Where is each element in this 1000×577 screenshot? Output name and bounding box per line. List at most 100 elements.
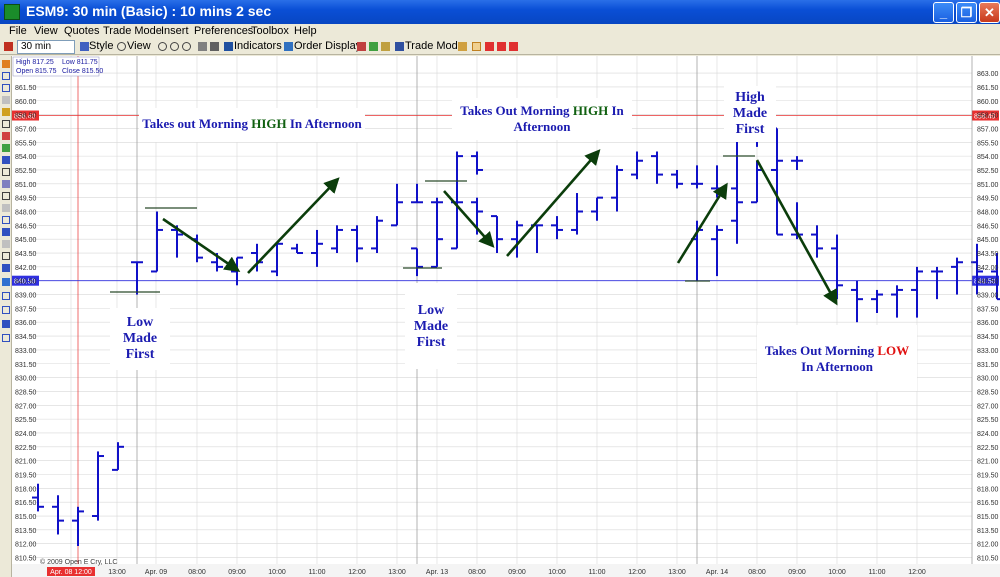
ray-tool-icon[interactable] <box>2 84 10 92</box>
note-1-text-c: In Afternoon <box>286 116 362 131</box>
speed-line-tool-icon[interactable] <box>2 216 10 224</box>
trend-arrow <box>162 217 241 272</box>
menu-insert[interactable]: Insert <box>161 25 189 37</box>
buy-marker-icon[interactable] <box>485 42 494 51</box>
y-tick-label-left: 837.50 <box>15 306 37 313</box>
hline-tool-icon[interactable] <box>2 96 10 104</box>
template-tool-icon[interactable] <box>2 334 10 342</box>
trend-arrow <box>247 177 340 274</box>
quote-high: High 817.25 <box>16 59 54 66</box>
channel-tool-icon[interactable] <box>2 132 10 140</box>
y-tick-label-left: 822.50 <box>15 445 37 452</box>
close-button[interactable]: ✕ <box>979 2 1000 23</box>
text-tool-icon[interactable] <box>2 156 10 164</box>
menu-file[interactable]: File <box>9 25 27 37</box>
y-tick-label-right: 857.00 <box>977 126 999 133</box>
y-tick-label-left: 851.00 <box>15 182 37 189</box>
price-tag-label: 858.40 <box>14 114 36 121</box>
y-tick-label-right: 849.50 <box>977 196 999 203</box>
measure-tool-icon[interactable] <box>2 252 10 260</box>
menu-bar: File View Quotes Trade Mode Insert Prefe… <box>0 24 1000 39</box>
flatten-icon[interactable] <box>509 42 518 51</box>
crosshair-icon[interactable] <box>472 42 481 51</box>
x-tick-label: 11:00 <box>589 569 606 576</box>
quote-close: Close 815.50 <box>62 68 103 75</box>
pencil-icon[interactable] <box>4 42 13 51</box>
sell-marker-icon[interactable] <box>497 42 506 51</box>
y-tick-label-left: 857.00 <box>15 126 37 133</box>
palette-icon[interactable] <box>357 42 366 51</box>
pitchfork-tool-icon[interactable] <box>2 204 10 212</box>
note-morning-high-2: Takes Out Morning HIGH In Afternoon <box>452 98 632 140</box>
menu-toolbox[interactable]: Toolbox <box>251 25 289 37</box>
quote-low: Low 811.75 <box>62 59 98 66</box>
draw-icon[interactable] <box>210 42 219 51</box>
marker-tool-icon[interactable] <box>2 320 10 328</box>
price-tag-right <box>972 275 999 286</box>
y-tick-label-right: 824.00 <box>977 431 999 438</box>
maximize-button[interactable]: ❐ <box>956 2 977 23</box>
x-tick-label: Apr. 08 12:00 <box>50 569 92 576</box>
frame-tool-icon[interactable] <box>2 306 10 314</box>
y-tick-label-right: 815.00 <box>977 514 999 521</box>
menu-trade-mode[interactable]: Trade Mode <box>103 25 162 37</box>
rectangle-tool-icon[interactable] <box>2 120 10 128</box>
y-tick-label-left: 858.50 <box>15 113 37 120</box>
y-tick-label-left: 855.50 <box>15 140 37 147</box>
quote-box: High 817.25 Low 811.75 Open 815.75 Close… <box>12 56 103 77</box>
menu-preferences[interactable]: Preferences <box>194 25 254 37</box>
window-title: ESM9: 30 min (Basic) : 10 mins 2 sec <box>26 3 272 19</box>
y-tick-label-right: 821.00 <box>977 459 999 466</box>
y-tick-label-left: 819.50 <box>15 472 37 479</box>
style-menu[interactable]: Style <box>89 40 114 52</box>
y-tick-label-right: 839.00 <box>977 293 999 300</box>
regression-tool-icon[interactable] <box>2 228 10 236</box>
trend-tool-icon[interactable] <box>2 144 10 152</box>
y-tick-label-right: 848.00 <box>977 209 999 216</box>
interval-select[interactable]: 30 min <box>17 40 75 54</box>
line-tool-icon[interactable] <box>2 72 10 80</box>
cycle-tool-icon[interactable] <box>2 192 10 200</box>
price-chart[interactable]: 858.40 858.40 840.50 840.50 810.50 810.50 812… <box>12 56 1000 577</box>
quote-open: Open 815.75 <box>16 68 57 75</box>
y-tick-label-left: 813.50 <box>15 528 37 535</box>
indicators-menu[interactable]: Indicators <box>234 40 282 52</box>
price-tag-label: 840.50 <box>14 279 36 286</box>
price-tag-left <box>12 110 39 121</box>
settings-icon[interactable] <box>381 42 390 51</box>
price-tag-right <box>972 110 999 121</box>
zoom-in-icon[interactable] <box>158 42 167 51</box>
y-tick-label-left: 812.00 <box>15 542 37 549</box>
menu-help[interactable]: Help <box>294 25 317 37</box>
time-axis: Apr. 08 12:00 13:00 Apr. 09 08:00 09:00 10:00… <box>12 564 1000 577</box>
trade-mode-button[interactable]: Trade Mode <box>405 40 464 52</box>
cursor-icon[interactable] <box>198 42 207 51</box>
minimize-button[interactable]: _ <box>933 2 954 23</box>
view-menu[interactable]: View <box>127 40 151 52</box>
y-tick-label-right: 833.00 <box>977 348 999 355</box>
note-2-line-2: Made <box>122 331 158 346</box>
zoom-reset-icon[interactable] <box>182 42 191 51</box>
note-1-highlight: HIGH <box>251 116 287 131</box>
ellipse-tool-icon[interactable] <box>2 168 10 176</box>
grid-icon[interactable] <box>369 42 378 51</box>
y-tick-label-right: 854.00 <box>977 154 999 161</box>
menu-view[interactable]: View <box>34 25 58 37</box>
y-tick-label-left: 854.00 <box>15 154 37 161</box>
box-tool-icon[interactable] <box>2 292 10 300</box>
magnet-tool-icon[interactable] <box>2 264 10 272</box>
order-display-button[interactable]: Order Display <box>294 40 362 52</box>
toolbar: 30 min Style View Indicators Order Displ… <box>0 39 1000 55</box>
gann-tool-icon[interactable] <box>2 180 10 188</box>
y-tick-label-right: 851.00 <box>977 182 999 189</box>
fibonacci-tool-icon[interactable] <box>2 108 10 116</box>
y-tick-label-left: 834.50 <box>15 334 37 341</box>
y-tick-label-left: 827.00 <box>15 403 37 410</box>
lock-icon[interactable] <box>458 42 467 51</box>
zoom-out-icon[interactable] <box>170 42 179 51</box>
menu-quotes[interactable]: Quotes <box>64 25 100 37</box>
price-tag-left <box>12 275 39 286</box>
square-tool-icon[interactable] <box>2 278 10 286</box>
arrow-tool-icon[interactable] <box>2 60 10 68</box>
eraser-tool-icon[interactable] <box>2 240 10 248</box>
